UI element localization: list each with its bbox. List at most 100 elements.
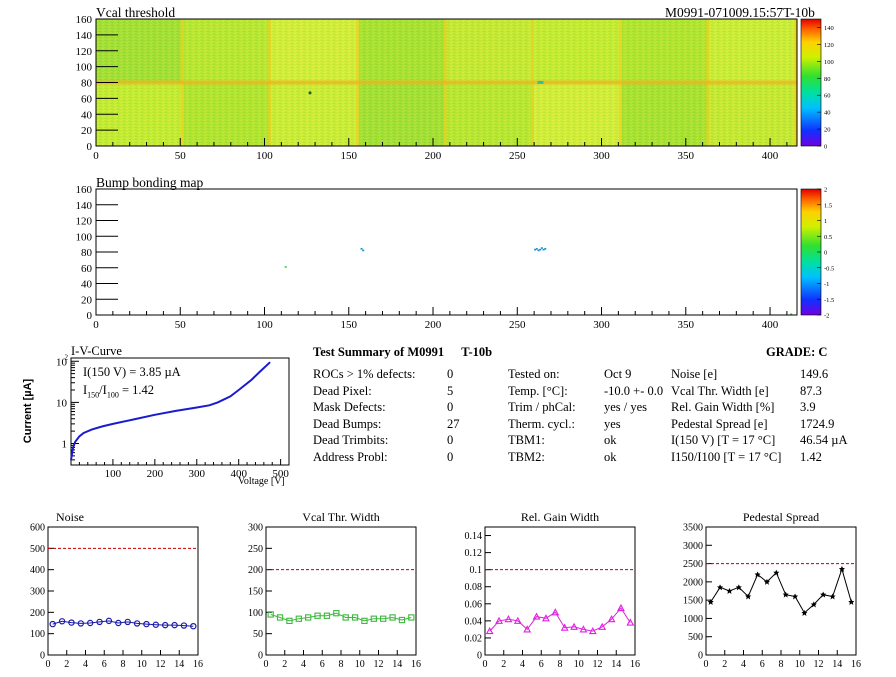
bump-defect bbox=[535, 248, 538, 250]
x-tick-label: 10 bbox=[795, 659, 805, 670]
palette-label: 0 bbox=[824, 144, 827, 151]
summary-label-1: Dead Pixel: bbox=[313, 383, 372, 398]
data-point bbox=[49, 620, 56, 628]
plot-title: Vcal Thr. Width bbox=[302, 510, 379, 524]
data-point bbox=[180, 622, 188, 629]
x-tick-label: 10 bbox=[355, 659, 365, 670]
grade-label: GRADE: C bbox=[766, 345, 828, 359]
palette-label: -1 bbox=[824, 281, 829, 288]
y-tick-label: 200 bbox=[30, 608, 45, 619]
data-point bbox=[626, 618, 635, 626]
palette-label: -1.5 bbox=[824, 297, 834, 304]
x-tick-label: 14 bbox=[832, 659, 842, 670]
data-point bbox=[361, 617, 368, 625]
roc-noise bbox=[271, 82, 359, 146]
data-point bbox=[333, 610, 340, 617]
x-tick-label: 0 bbox=[93, 150, 99, 162]
x-tick-label: 8 bbox=[779, 659, 784, 670]
series-line bbox=[489, 607, 631, 632]
data-point bbox=[276, 614, 284, 621]
roc-edge bbox=[355, 19, 359, 83]
bump-defect bbox=[284, 266, 287, 268]
y-tick-label: 300 bbox=[30, 587, 45, 598]
summary-value-4: 46.54 µA bbox=[800, 433, 848, 448]
y-tick-label: 60 bbox=[81, 263, 93, 275]
x-tick-label: 2 bbox=[722, 659, 727, 670]
ratio-val: = 1.42 bbox=[118, 383, 154, 397]
x-tick-label: 350 bbox=[678, 150, 695, 162]
iv-x-tick-label: 100 bbox=[105, 468, 122, 480]
y-tick-label: 100 bbox=[248, 608, 263, 619]
summary-value-5: 1.42 bbox=[800, 449, 822, 464]
roc-noise bbox=[446, 82, 535, 146]
summary-plot-2: Rel. Gain Width 0 0.02 0.04 0.06 0.08 0.1 0.12 0… bbox=[465, 510, 641, 670]
data-point bbox=[323, 612, 331, 619]
y-tick-label: 500 bbox=[30, 544, 45, 555]
summary-value-2: 3.9 bbox=[800, 400, 816, 415]
data-point bbox=[408, 614, 415, 621]
data-point bbox=[115, 619, 122, 627]
series-line bbox=[270, 612, 412, 622]
data-point bbox=[726, 588, 733, 594]
palette-label: 1 bbox=[824, 218, 827, 225]
y-tick-label: 1000 bbox=[683, 614, 703, 625]
data-point bbox=[598, 622, 607, 630]
data-point bbox=[370, 615, 377, 622]
iv-y-tick-label: 10 bbox=[56, 397, 68, 409]
bump-defect bbox=[360, 248, 363, 250]
x-tick-label: 14 bbox=[392, 659, 402, 670]
summary-label-2: Trim / phCal: bbox=[508, 400, 576, 415]
roc-noise bbox=[446, 19, 535, 83]
data-point bbox=[398, 616, 406, 624]
data-point bbox=[171, 621, 178, 629]
y-tick-label: 0 bbox=[87, 310, 93, 322]
data-point bbox=[532, 612, 541, 620]
roc-edge bbox=[794, 19, 797, 83]
data-point bbox=[267, 611, 274, 618]
x-tick-label: 4 bbox=[741, 659, 746, 670]
iv-series-line bbox=[70, 361, 271, 461]
x-tick-label: 8 bbox=[339, 659, 344, 670]
roc-edge bbox=[443, 19, 447, 83]
data-point bbox=[105, 617, 113, 625]
y-tick-label: 2000 bbox=[683, 577, 703, 588]
data-point bbox=[485, 626, 494, 635]
summary-value-0: Oct 9 bbox=[604, 367, 632, 381]
summary-label-0: Noise [e] bbox=[671, 367, 718, 381]
x-tick-label: 400 bbox=[762, 319, 779, 331]
data-point bbox=[495, 616, 503, 624]
roc-edge bbox=[180, 19, 184, 83]
iv-x-tick-label: 200 bbox=[147, 468, 164, 480]
y-tick-label: 100 bbox=[76, 62, 93, 74]
series-line bbox=[710, 567, 852, 614]
ratio-i: I bbox=[83, 383, 88, 397]
y-tick-label: 2500 bbox=[683, 559, 703, 570]
y-tick-label: 100 bbox=[30, 629, 45, 640]
x-tick-label: 0 bbox=[704, 659, 709, 670]
data-point bbox=[792, 593, 799, 600]
y-tick-label: 160 bbox=[76, 14, 93, 26]
roc-noise bbox=[709, 82, 797, 146]
data-point bbox=[848, 598, 855, 605]
x-tick-label: 0 bbox=[483, 659, 488, 670]
x-tick-label: 10 bbox=[137, 659, 147, 670]
data-point bbox=[754, 571, 761, 578]
vcal-threshold-map: 0 50 100 150 200 250 300 350 4000204060801001201… bbox=[76, 14, 834, 162]
y-tick-label: 600 bbox=[30, 523, 45, 534]
data-point bbox=[96, 618, 103, 626]
summary-col-2-values: Oct 9 -10.0 +- 0.0 yes / yes yes ok ok bbox=[604, 366, 663, 466]
summary-label-4: TBM1: bbox=[508, 433, 545, 448]
x-tick-label: 16 bbox=[851, 659, 861, 670]
data-point bbox=[389, 614, 396, 621]
data-point bbox=[542, 614, 550, 622]
data-point bbox=[86, 619, 94, 627]
hot-pixel bbox=[537, 80, 544, 84]
plot-title: Pedestal Spread bbox=[743, 510, 819, 524]
y-tick-label: 80 bbox=[81, 78, 93, 90]
iv-annotation-current: I(150 V) = 3.85 µA bbox=[83, 365, 181, 379]
plot-frame bbox=[265, 526, 417, 656]
palette-label: 2 bbox=[824, 187, 827, 194]
